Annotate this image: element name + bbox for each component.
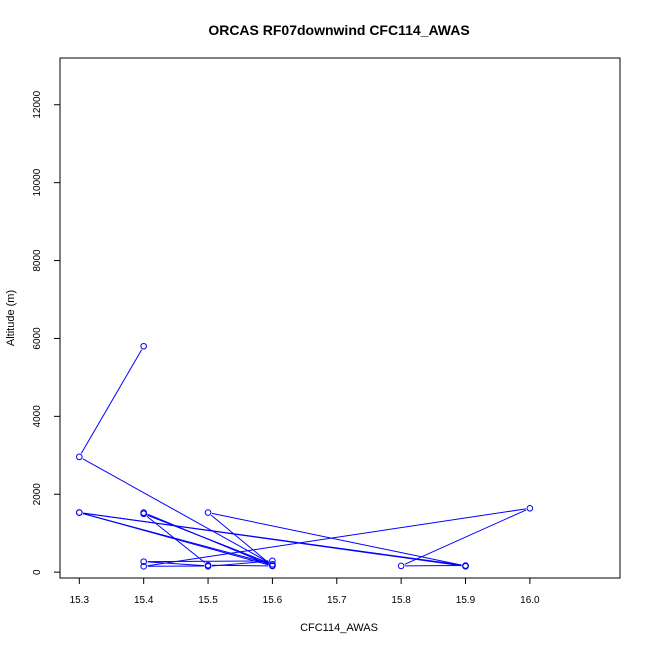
y-axis: 0 2000 4000 6000 8000 10000 12000 [32, 90, 61, 575]
series-segment [210, 514, 270, 564]
series-segment [147, 561, 205, 567]
chart-title: ORCAS RF07downwind CFC114_AWAS [208, 22, 469, 38]
series-segment [211, 560, 269, 567]
data-point [140, 563, 147, 570]
y-tick-label: 0 [32, 569, 43, 575]
series-segment [82, 458, 270, 563]
x-tick-label: 16.0 [520, 595, 540, 606]
data-point [269, 562, 276, 570]
x-axis: 15.3 15.4 15.5 15.6 15.7 15.8 15.9 16.0 [70, 577, 540, 606]
data-point [140, 558, 147, 565]
data-point [76, 453, 83, 461]
series-points [76, 342, 534, 570]
data-point [462, 562, 469, 569]
x-axis-label: CFC114_AWAS [300, 622, 378, 634]
y-tick-label: 2000 [32, 483, 43, 506]
y-tick-label: 6000 [32, 327, 43, 350]
series-segment [404, 509, 527, 565]
series-segment [146, 515, 206, 564]
x-tick-label: 15.4 [134, 595, 154, 606]
data-point [204, 563, 212, 570]
series-segment [147, 560, 269, 563]
x-tick-label: 15.5 [198, 595, 218, 606]
y-tick-label: 4000 [32, 405, 43, 428]
y-tick-label: 8000 [32, 249, 43, 272]
data-point [204, 509, 212, 516]
series-lines [80, 349, 527, 567]
series-segment [83, 512, 462, 566]
series-segment [147, 514, 269, 564]
y-axis-label: Altitude (m) [5, 290, 17, 346]
data-point [140, 510, 147, 518]
data-point [269, 557, 276, 565]
data-point [76, 509, 83, 516]
x-tick-label: 15.6 [263, 595, 283, 606]
data-point [397, 562, 405, 570]
series-segment [80, 349, 143, 454]
y-tick-label: 10000 [32, 168, 43, 196]
x-tick-label: 15.7 [327, 595, 347, 606]
data-point [526, 504, 534, 512]
data-point [140, 342, 147, 350]
x-tick-label: 15.8 [391, 595, 411, 606]
x-tick-label: 15.3 [70, 595, 90, 606]
plot-area-frame [59, 57, 621, 579]
series-segment [211, 512, 462, 566]
y-tick-label: 12000 [32, 90, 43, 118]
series-segment [147, 508, 527, 567]
x-tick-label: 15.9 [456, 595, 476, 606]
